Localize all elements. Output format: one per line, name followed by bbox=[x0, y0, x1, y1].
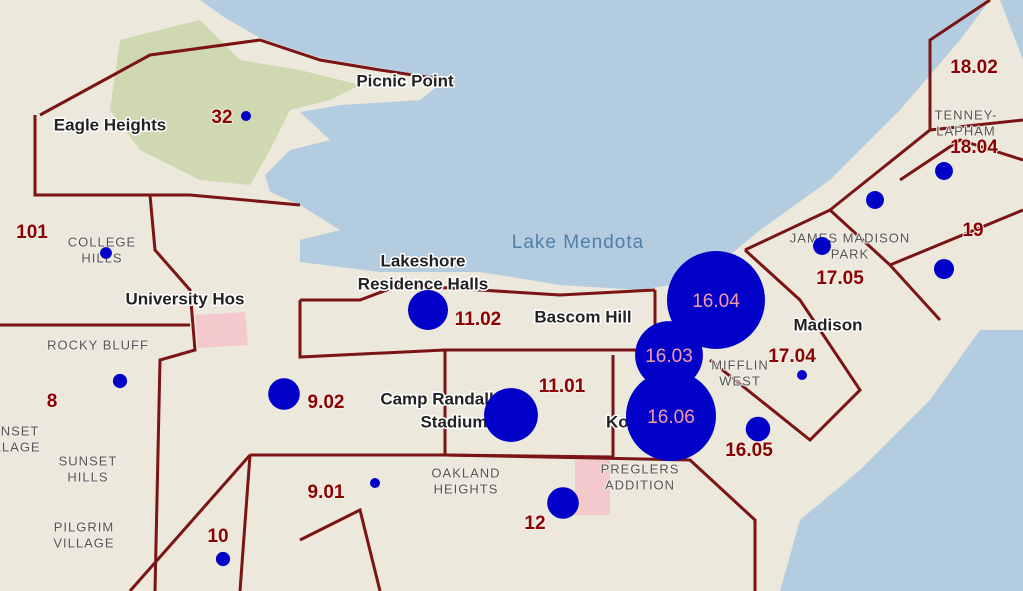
hospital bbox=[195, 312, 248, 348]
bubble bbox=[866, 191, 884, 209]
neighborhood-label: COLLEGE bbox=[68, 234, 136, 249]
tract-label: 19 bbox=[962, 220, 983, 241]
bubble bbox=[635, 321, 703, 389]
boundary bbox=[300, 283, 656, 302]
place-label: Stadium bbox=[420, 412, 487, 431]
bubble bbox=[813, 237, 831, 255]
bubble bbox=[100, 247, 112, 259]
tract-label: 18.02 bbox=[950, 57, 998, 78]
boundary bbox=[299, 507, 382, 591]
place-label: Lakeshore bbox=[380, 251, 465, 270]
park bbox=[110, 20, 360, 185]
boundary bbox=[128, 454, 252, 591]
neighborhood-label: VILLAGE bbox=[0, 439, 41, 454]
tract-label: 11.01 bbox=[539, 376, 586, 397]
tract-label: 16.06 bbox=[647, 407, 695, 428]
tract-label: 16.05 bbox=[725, 440, 773, 461]
bubble bbox=[215, 551, 231, 567]
tract-label: 101 bbox=[16, 222, 48, 243]
bubble bbox=[112, 373, 128, 389]
bubble bbox=[484, 388, 538, 442]
neighborhood-label: VILLAGE bbox=[53, 535, 114, 550]
tract-label: 17.05 bbox=[816, 268, 864, 289]
tract-label: 9.02 bbox=[308, 392, 345, 413]
neighborhood-label: PARK bbox=[831, 246, 869, 261]
tract-label: 12 bbox=[524, 513, 545, 534]
tract-label: 16.03 bbox=[645, 346, 693, 367]
place-label: Eagle Heights bbox=[54, 115, 166, 134]
place-label: Residence Halls bbox=[358, 274, 488, 293]
tract-label: 17.04 bbox=[768, 346, 816, 367]
place-label: Picnic Point bbox=[356, 71, 454, 90]
boundary bbox=[889, 208, 1023, 267]
place-label: University Hos bbox=[125, 289, 244, 308]
boundary bbox=[709, 248, 862, 443]
bubble bbox=[745, 416, 771, 442]
lake-mendota bbox=[0, 0, 990, 290]
neighborhood-label: MIFFLIN bbox=[711, 357, 769, 372]
bubble bbox=[626, 371, 716, 461]
neighborhood-label: SUNSET bbox=[0, 423, 39, 438]
boundary bbox=[744, 208, 942, 322]
tract-label: 32 bbox=[211, 107, 232, 128]
neighborhood-label: LAPHAM bbox=[936, 123, 995, 138]
bubble bbox=[268, 378, 300, 410]
tract-label: 18.04 bbox=[950, 137, 998, 158]
neighborhood-label: HEIGHTS bbox=[434, 481, 499, 496]
tract-label: 9.01 bbox=[308, 482, 345, 503]
lake-monona bbox=[780, 330, 1023, 591]
neighborhood-label: PILGRIM bbox=[54, 519, 114, 534]
bubble bbox=[934, 259, 954, 279]
boundary bbox=[238, 454, 252, 591]
hospital bbox=[575, 460, 610, 515]
neighborhood-label: ROCKY BLUFF bbox=[47, 337, 149, 352]
neighborhood-label: WEST bbox=[719, 373, 761, 388]
neighborhood-label: JAMES MADISON bbox=[790, 230, 911, 245]
neighborhood-label: OAKLAND bbox=[431, 465, 500, 480]
neighborhood-label: SUNSET bbox=[59, 453, 118, 468]
place-label: Camp Randall bbox=[380, 389, 493, 408]
bubble bbox=[547, 487, 579, 519]
tract-label: 8 bbox=[47, 391, 58, 412]
water-label: Lake Mendota bbox=[512, 232, 644, 253]
boundary bbox=[39, 38, 446, 117]
bubble bbox=[797, 370, 807, 380]
neighborhood-label: TENNEY- bbox=[935, 107, 998, 122]
tract-label: 11.02 bbox=[455, 309, 502, 330]
bubble bbox=[241, 111, 251, 121]
neighborhood-label: PREGLERS bbox=[601, 461, 680, 476]
bubble bbox=[370, 478, 380, 488]
place-label: Ko bbox=[606, 412, 629, 431]
neighborhood-label: ADDITION bbox=[605, 477, 675, 492]
bubble bbox=[408, 290, 448, 330]
boundary bbox=[250, 453, 757, 591]
boundary bbox=[899, 138, 1023, 182]
water-corner bbox=[1000, 0, 1023, 60]
neighborhood-label: HILLS bbox=[67, 469, 108, 484]
boundary bbox=[148, 194, 197, 591]
tract-label: 10 bbox=[207, 526, 228, 547]
tract-label: 16.04 bbox=[692, 291, 740, 312]
boundary bbox=[928, 0, 991, 130]
place-label: Bascom Hill bbox=[534, 307, 631, 326]
bubble bbox=[667, 251, 765, 349]
bubble bbox=[935, 162, 953, 180]
place-label: Madison bbox=[794, 315, 863, 334]
